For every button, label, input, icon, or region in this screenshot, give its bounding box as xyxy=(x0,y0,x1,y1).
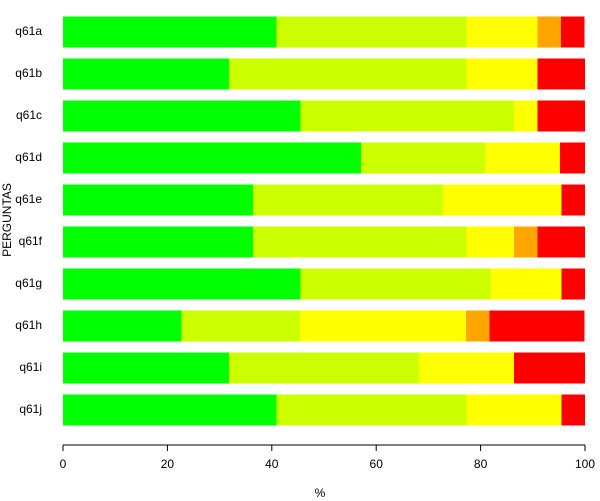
bar-segment xyxy=(299,310,466,342)
bar-segment xyxy=(63,226,254,258)
x-tick-label: 20 xyxy=(161,457,175,471)
y-tick-label: q61a xyxy=(15,24,42,38)
y-tick-label: q61b xyxy=(15,66,42,80)
bar-segment xyxy=(559,142,585,174)
bar-segment xyxy=(63,142,362,174)
bar-segment xyxy=(300,268,491,300)
y-tick-label: q61i xyxy=(19,360,42,374)
bar-segment xyxy=(63,58,229,90)
x-tick-label: 100 xyxy=(575,457,595,471)
bar-segment xyxy=(466,394,562,426)
x-axis-label: % xyxy=(315,486,326,500)
bar-segment xyxy=(490,268,562,300)
y-tick-label: q61f xyxy=(19,234,43,248)
x-tick-label: 40 xyxy=(265,457,279,471)
bar-segment xyxy=(465,310,490,342)
bar-segment xyxy=(63,100,301,132)
y-tick-label: q61j xyxy=(19,402,42,416)
bar-segment xyxy=(276,394,467,426)
bar-segment xyxy=(537,100,585,132)
bar-segment xyxy=(63,16,277,48)
bar-segment xyxy=(561,268,585,300)
x-tick-label: 80 xyxy=(474,457,488,471)
x-tick-label: 0 xyxy=(60,457,67,471)
y-axis-label: PERGUNTAS xyxy=(0,183,14,257)
bar-segment xyxy=(560,16,585,48)
bar-segment xyxy=(63,394,277,426)
bar-segment xyxy=(419,352,515,384)
bar-segment xyxy=(63,184,254,216)
bar-segment xyxy=(361,142,486,174)
bar-segment xyxy=(228,58,467,90)
y-tick-label: q61g xyxy=(15,276,42,290)
bar-segment xyxy=(514,100,538,132)
bar-segment xyxy=(537,226,585,258)
y-tick-label: q61c xyxy=(16,108,42,122)
y-tick-label: q61e xyxy=(15,192,42,206)
bar-segment xyxy=(181,310,300,342)
bar-segment xyxy=(276,16,467,48)
bar-segment xyxy=(537,16,561,48)
bar-segment xyxy=(63,352,229,384)
bar-segment xyxy=(443,184,562,216)
bar-segment xyxy=(228,352,420,384)
bar-segment xyxy=(514,226,538,258)
bar-segment xyxy=(253,184,444,216)
y-tick-label: q61d xyxy=(15,150,42,164)
bar-segment xyxy=(466,16,538,48)
y-tick-label: q61h xyxy=(15,318,42,332)
bar-segment xyxy=(485,142,560,174)
bar-segment xyxy=(466,58,538,90)
bar-segment xyxy=(561,394,585,426)
x-tick-label: 60 xyxy=(370,457,384,471)
bar-segment xyxy=(489,310,585,342)
bar-segment xyxy=(466,226,515,258)
bar-segment xyxy=(63,268,301,300)
bar-segment xyxy=(63,310,182,342)
bar-segment xyxy=(537,58,585,90)
bar-segment xyxy=(253,226,467,258)
bar-segment xyxy=(300,100,515,132)
bar-segment xyxy=(561,184,585,216)
bar-segment xyxy=(514,352,585,384)
